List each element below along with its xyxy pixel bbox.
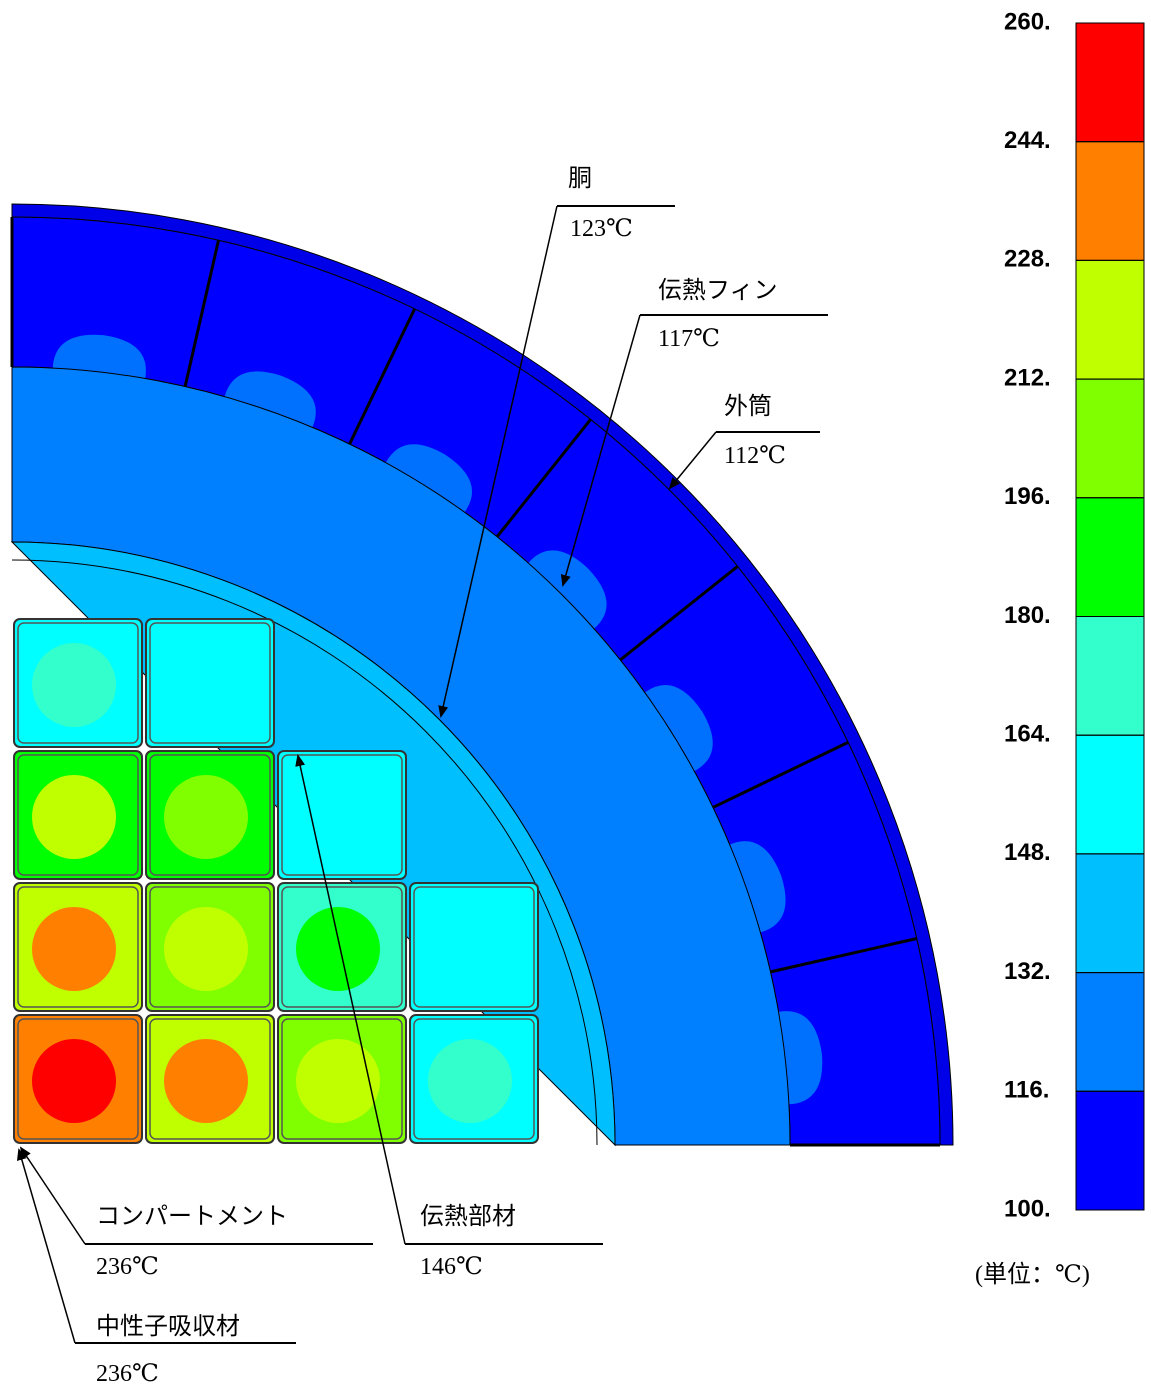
tick-label: 212. — [1004, 364, 1051, 391]
annotation-value: 236℃ — [96, 1361, 159, 1387]
color-band — [1076, 142, 1144, 261]
tick-label: 100. — [1004, 1195, 1051, 1222]
tick-label: 132. — [1004, 958, 1051, 985]
tick-label: 164. — [1004, 721, 1051, 748]
color-band — [1076, 1091, 1144, 1210]
color-band — [1076, 735, 1144, 854]
cell-blob — [32, 907, 116, 991]
annotation-value: 146℃ — [420, 1254, 483, 1280]
contour-model — [12, 204, 953, 1145]
cell-blob — [32, 643, 116, 727]
color-band — [1076, 973, 1144, 1092]
annotation-label: 伝熱フィン — [658, 277, 778, 304]
cell-blob — [428, 1039, 512, 1123]
cell-blob — [164, 907, 248, 991]
cell-blob — [296, 907, 380, 991]
annotation-label: 外筒 — [724, 393, 772, 420]
color-band — [1076, 617, 1144, 736]
annotation-value: 236℃ — [96, 1254, 159, 1280]
figure: 胴 123℃ 伝熱フィン 117℃ 外筒 112℃ 伝熱部材 146℃ コンパー… — [0, 0, 1151, 1390]
cell-blob — [428, 907, 512, 991]
tick-label: 196. — [1004, 483, 1051, 510]
cell-blob — [164, 643, 248, 727]
tick-label: 116. — [1004, 1077, 1049, 1104]
tick-label: 180. — [1004, 602, 1051, 629]
leader — [21, 1148, 85, 1244]
cell-blob — [32, 775, 116, 859]
annotation-label: 胴 — [568, 166, 592, 192]
leader — [19, 1150, 75, 1343]
unit-label: (単位：℃) — [975, 1261, 1090, 1288]
tick-label: 244. — [1004, 127, 1051, 154]
tick-label: 148. — [1004, 839, 1051, 866]
color-bar: 260. 244. 228. 212. 196. 180. 164. 148. 132. 116.… — [1004, 8, 1144, 1222]
cell-blob — [164, 1039, 248, 1123]
annotation-value: 112℃ — [724, 443, 786, 469]
annotation-value: 123℃ — [570, 216, 633, 242]
color-band — [1076, 498, 1144, 617]
tick-label: 260. — [1004, 8, 1051, 35]
tick-label: 228. — [1004, 246, 1051, 273]
cell-blob — [164, 775, 248, 859]
hot-spot — [38, 1049, 106, 1117]
annotation-label: 伝熱部材 — [420, 1203, 516, 1230]
color-band — [1076, 854, 1144, 973]
annotation-label: コンパートメント — [96, 1204, 288, 1230]
annotation-label: 中性子吸収材 — [96, 1313, 240, 1340]
annotation-value: 117℃ — [658, 326, 720, 352]
cell-blob — [296, 775, 380, 859]
color-band — [1076, 23, 1144, 142]
cell-blob — [296, 1039, 380, 1123]
color-band — [1076, 260, 1144, 379]
color-band — [1076, 379, 1144, 498]
leader — [670, 432, 716, 488]
